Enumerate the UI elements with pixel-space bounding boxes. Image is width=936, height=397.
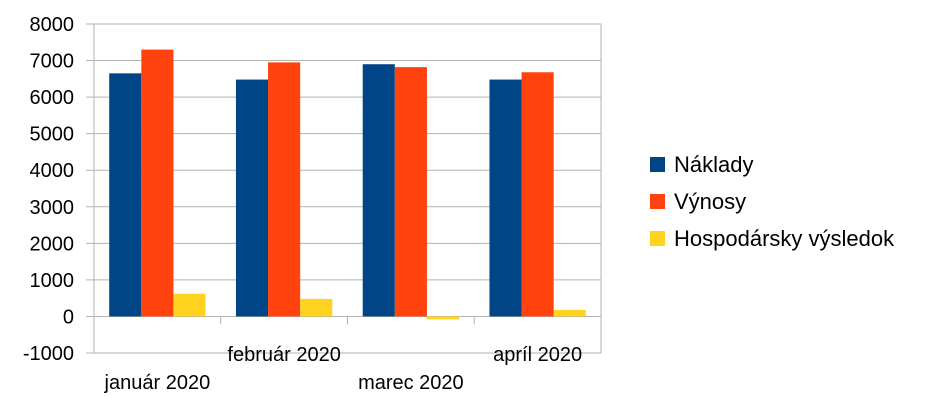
y-tick-label: 7000 xyxy=(30,51,75,73)
y-tick-label: 3000 xyxy=(30,197,75,219)
legend-label-naklady: Náklady xyxy=(674,151,754,177)
bar-0-3 xyxy=(489,79,522,317)
x-tick-labels: január 2020 február 2020 marec 2020 apríl 2… xyxy=(104,344,583,394)
y-tick-label: 1000 xyxy=(30,270,75,292)
plot-frame xyxy=(93,23,602,354)
legend-item-naklady: Náklady xyxy=(650,146,894,183)
legend-label-vynosy: Výnosy xyxy=(674,188,747,214)
bar-1-1 xyxy=(268,62,301,317)
y-tick-label: 6000 xyxy=(30,87,75,109)
bar-0-0 xyxy=(109,73,142,317)
bar-1-2 xyxy=(394,67,427,317)
axes xyxy=(93,23,602,354)
y-tick-labels: -1000 0 1000 2000 3000 4000 5000 6000 7000 8000 xyxy=(23,14,74,365)
bars xyxy=(109,49,586,320)
legend-item-vynosy: Výnosy xyxy=(650,183,894,220)
bar-2-2 xyxy=(426,316,460,320)
y-tick-label: 2000 xyxy=(30,233,75,255)
x-tick-label: február 2020 xyxy=(227,344,340,366)
legend: Náklady Výnosy Hospodársky výsledok xyxy=(650,146,894,257)
bar-2-0 xyxy=(173,293,206,317)
y-tick-label: 8000 xyxy=(30,14,75,36)
bar-2-1 xyxy=(300,298,333,317)
x-tick-label: január 2020 xyxy=(104,372,211,394)
legend-swatch-vynosy xyxy=(650,194,665,209)
bar-1-0 xyxy=(141,49,174,317)
bar-1-3 xyxy=(521,72,554,317)
bar-2-3 xyxy=(553,309,586,317)
x-tick-label: marec 2020 xyxy=(358,372,464,394)
legend-swatch-hospodarsky-vysledok xyxy=(650,231,665,246)
legend-swatch-naklady xyxy=(650,157,665,172)
bar-0-2 xyxy=(362,64,395,317)
x-tick-label: apríl 2020 xyxy=(493,344,582,366)
y-tick-label: 5000 xyxy=(30,124,75,146)
y-tick-label: -1000 xyxy=(23,343,74,365)
legend-label-hospodarsky-vysledok: Hospodársky výsledok xyxy=(674,225,895,251)
y-tick-label: 4000 xyxy=(30,160,75,182)
y-tick-label: 0 xyxy=(63,306,74,328)
legend-item-hospodarsky-vysledok: Hospodársky výsledok xyxy=(650,220,894,257)
bar-0-1 xyxy=(235,79,269,317)
